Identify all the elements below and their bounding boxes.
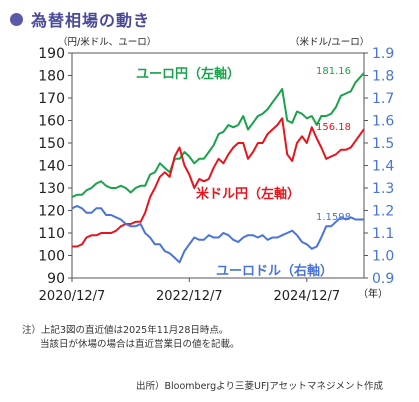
right-tick-label: 1.7 [372, 91, 394, 107]
dollar-yen-line [72, 117, 365, 248]
x-tick-label: 2024/12/7 [273, 289, 340, 304]
right-tick-label: 1.4 [372, 159, 394, 175]
x-axis-unit-label: （年） [358, 287, 388, 300]
right-tick-label: 0.9 [372, 271, 394, 287]
right-tick-label: 1.1 [372, 226, 394, 242]
right-tick-label: 1.3 [372, 181, 394, 197]
footnote-line-1: 注）上記3図の直近値は2025年11月28日時点。 [22, 325, 229, 336]
euro-dollar-line [71, 205, 364, 264]
left-tick-label: 140 [38, 159, 65, 175]
series-label-euro-yen: ユーロ円（左軸） [136, 66, 240, 82]
plot-frame [71, 52, 365, 279]
right-axis-ticks: 0.9 1.0 1.1 1.2 1.3 1.4 1.5 1.6 1.7 1.8 1.9 [364, 46, 394, 287]
left-tick-label: 170 [38, 91, 65, 107]
left-tick-label: 90 [47, 271, 65, 287]
left-axis-label: （円/米ドル、ユーロ） [58, 36, 156, 48]
left-tick-label: 120 [38, 204, 65, 220]
right-tick-label: 1.0 [372, 249, 394, 265]
left-axis-ticks: 90 100 110 120 130 140 150 160 170 180 190 [38, 46, 72, 287]
right-tick-label: 1.8 [372, 69, 394, 85]
euro-yen-line [71, 72, 365, 198]
title-bullet-icon [10, 12, 23, 26]
left-tick-label: 150 [38, 136, 65, 152]
left-tick-label: 190 [38, 46, 65, 62]
left-tick-label: 110 [38, 226, 65, 242]
last-value-dollar-yen: 156.18 [316, 122, 351, 133]
right-tick-label: 1.6 [372, 114, 394, 130]
series-lines [71, 72, 365, 264]
last-value-euro-yen: 181.16 [316, 66, 351, 77]
series-label-dollar-yen: 米ドル円（左軸） [196, 186, 300, 202]
chart-title-row: 為替相場の動き [10, 7, 150, 31]
chart-title: 為替相場の動き [31, 11, 151, 30]
footnote-line-2: 当該日が休場の場合は直近営業日の値を記載。 [40, 339, 240, 350]
left-tick-label: 180 [38, 69, 65, 85]
right-axis-label: （米ドル/ユーロ） [290, 36, 369, 48]
right-tick-label: 1.9 [372, 46, 394, 62]
x-tick-label: 2022/12/7 [156, 289, 223, 304]
left-tick-label: 160 [38, 114, 65, 130]
series-label-euro-dollar: ユーロドル（右軸） [216, 263, 333, 279]
right-tick-label: 1.5 [372, 136, 394, 152]
source-note: 出所）Bloombergより三菱UFJアセットマネジメント作成 [136, 381, 384, 392]
x-axis-ticks: 2020/12/7 2022/12/7 2024/12/7 [39, 278, 340, 304]
x-tick-label: 2020/12/7 [39, 289, 106, 304]
left-tick-label: 130 [38, 181, 65, 197]
last-value-euro-dollar: 1.1598 [316, 212, 351, 223]
right-tick-label: 1.2 [372, 204, 394, 220]
left-tick-label: 100 [38, 249, 65, 265]
